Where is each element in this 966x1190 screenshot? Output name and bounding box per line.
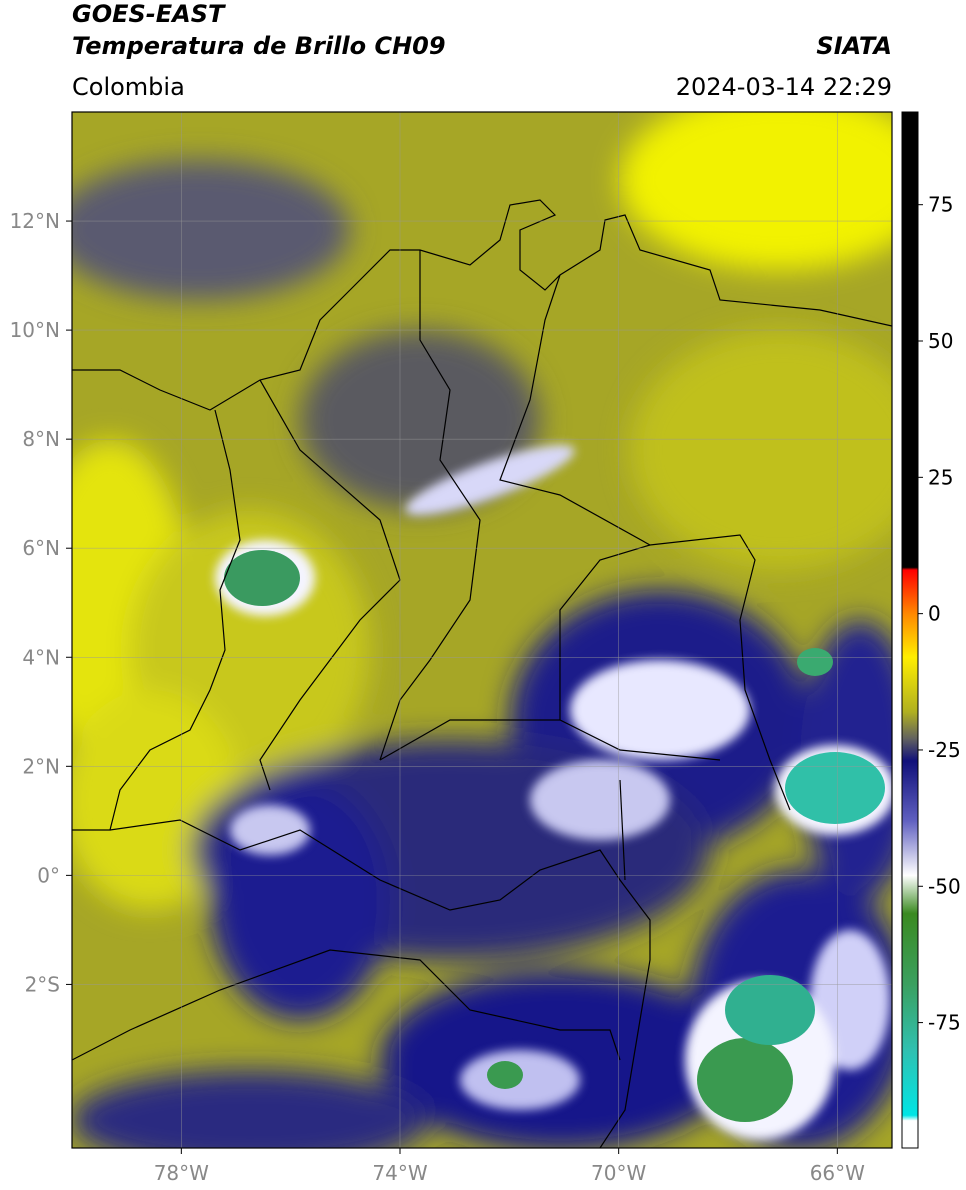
lat-tick-label: 4°N [22,645,60,669]
lon-tick-label: 74°W [372,1161,427,1185]
lat-tick-label: 2°N [22,754,60,778]
colorbar-tick-label: 50 [928,329,953,353]
colorbar-tick-label: -75 [928,1011,961,1035]
agency: SIATA [816,32,892,60]
cloud-top [785,752,885,824]
colorbar-tick-label: 25 [928,465,953,489]
cloud-top [224,550,300,606]
region: Colombia [72,73,185,101]
colorbar-tick-label: -50 [928,874,961,898]
lat-tick-label: 2°S [25,972,60,996]
lon-tick-label: 70°W [591,1161,646,1185]
cloud-top [487,1061,523,1089]
cloud-top [797,648,833,676]
colorbar-tick-label: 75 [928,193,953,217]
product-title: Temperatura de Brillo CH09 [72,32,446,60]
lat-tick-label: 10°N [10,318,60,342]
graticule [72,112,892,1148]
lon-tick-label: 78°W [154,1161,209,1185]
cloud-top [725,975,815,1045]
lat-tick-label: 12°N [10,209,60,233]
lat-tick-label: 0° [37,863,60,887]
satellite-image [72,112,892,1148]
datetime: 2024-03-14 22:29 [676,73,892,101]
lon-tick-label: 66°W [810,1161,865,1185]
colorbar-tick-label: -25 [928,738,961,762]
colorbar-tick-label: 0 [928,602,941,626]
borders [72,199,892,1148]
lat-tick-label: 8°N [22,427,60,451]
satellite-title: GOES-EAST [72,0,226,28]
cloud-top [697,1038,793,1122]
lat-tick-label: 6°N [22,536,60,560]
map-frame [71,111,893,1149]
colorbar [901,111,919,1149]
